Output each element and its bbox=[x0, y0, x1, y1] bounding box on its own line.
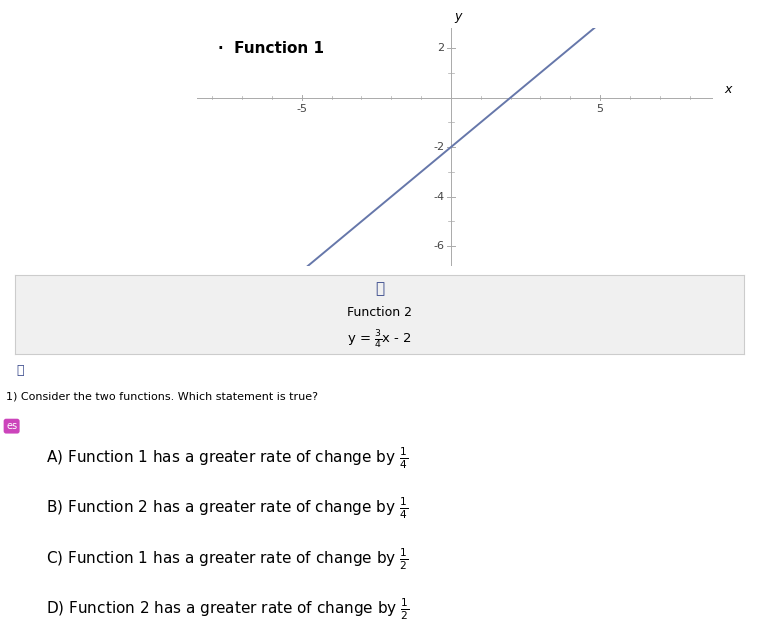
Text: -5: -5 bbox=[296, 105, 307, 115]
Text: 2: 2 bbox=[437, 43, 444, 53]
Text: 1) Consider the two functions. Which statement is true?: 1) Consider the two functions. Which sta… bbox=[6, 392, 318, 402]
Text: x: x bbox=[724, 83, 731, 96]
Text: 🔊: 🔊 bbox=[375, 281, 384, 296]
Text: 5: 5 bbox=[597, 105, 603, 115]
Text: Function 2: Function 2 bbox=[347, 307, 412, 319]
Text: 🔊: 🔊 bbox=[17, 364, 24, 377]
Text: C) Function 1 has a greater rate of change by $\frac{1}{2}$: C) Function 1 has a greater rate of chan… bbox=[46, 546, 408, 572]
Text: D) Function 2 has a greater rate of change by $\frac{1}{2}$: D) Function 2 has a greater rate of chan… bbox=[46, 597, 409, 622]
Text: es: es bbox=[6, 421, 17, 431]
Text: B) Function 2 has a greater rate of change by $\frac{1}{4}$: B) Function 2 has a greater rate of chan… bbox=[46, 496, 408, 521]
Text: A) Function 1 has a greater rate of change by $\frac{1}{4}$: A) Function 1 has a greater rate of chan… bbox=[46, 445, 408, 471]
Text: y = $\frac{3}{4}$x - 2: y = $\frac{3}{4}$x - 2 bbox=[347, 329, 412, 351]
Text: y: y bbox=[455, 10, 462, 23]
Text: -4: -4 bbox=[433, 192, 444, 202]
Text: -6: -6 bbox=[433, 241, 444, 251]
Text: ·  Function 1: · Function 1 bbox=[219, 41, 324, 56]
Text: -2: -2 bbox=[433, 142, 444, 152]
